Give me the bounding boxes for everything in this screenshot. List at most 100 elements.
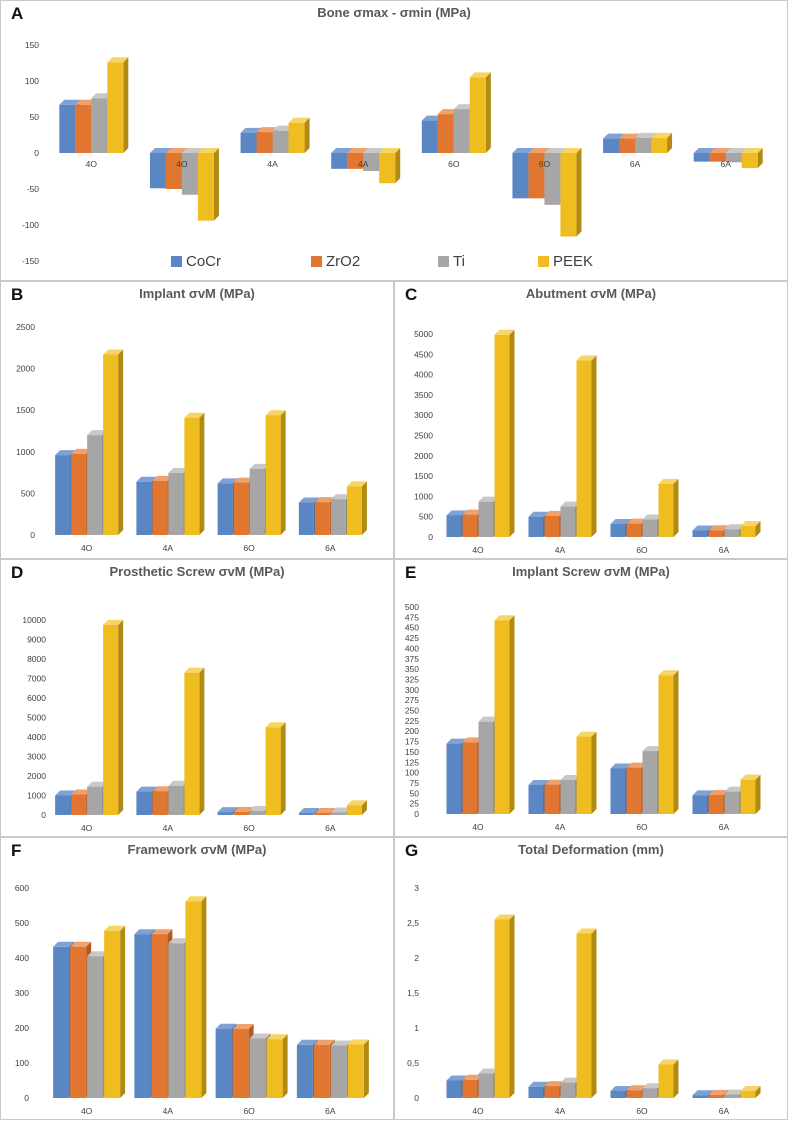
- bar-top: [693, 148, 715, 153]
- bar-front: [724, 791, 740, 814]
- bar-front: [576, 360, 592, 537]
- y-tick-label: 500: [405, 602, 419, 612]
- bar-top: [642, 514, 663, 520]
- y-tick-label: 150: [405, 747, 419, 757]
- bar-front: [740, 526, 756, 537]
- panel-label: D: [11, 563, 24, 582]
- y-tick-label: 0: [34, 148, 39, 158]
- x-category-label: 6A: [630, 159, 641, 169]
- bar-top: [692, 1090, 713, 1096]
- bar-top: [453, 104, 475, 110]
- bar-front: [168, 473, 184, 535]
- bar-front: [610, 1091, 626, 1098]
- bar-top: [152, 786, 173, 792]
- bar-front: [462, 514, 478, 537]
- bar-front: [528, 785, 544, 814]
- bar-side: [123, 57, 129, 153]
- bar-top: [478, 496, 499, 502]
- y-tick-label: 0,5: [407, 1058, 419, 1068]
- bar-front: [59, 104, 76, 153]
- bar-top: [91, 93, 113, 99]
- bar-front: [272, 130, 289, 153]
- y-tick-label: 3000: [414, 410, 433, 420]
- bar-peek-6o: [658, 478, 679, 537]
- bar-side: [213, 148, 219, 221]
- bar-peek-6a: [741, 148, 763, 169]
- bar-top: [71, 448, 92, 454]
- y-tick-label: 4500: [414, 349, 433, 359]
- bar-top: [217, 478, 238, 484]
- bar-top: [272, 125, 294, 131]
- bar-top: [528, 148, 550, 153]
- bar-front: [544, 153, 561, 205]
- bar-front: [576, 736, 592, 814]
- chart-title: Bone σmax - σmin (MPa): [317, 5, 471, 20]
- bar-top: [71, 789, 92, 795]
- bar-peek-6a: [651, 132, 673, 153]
- y-tick-label: 7000: [27, 674, 46, 684]
- y-tick-label: 200: [405, 726, 419, 736]
- bar-top: [59, 99, 81, 105]
- bar-front: [249, 468, 265, 535]
- bar-front: [53, 946, 70, 1098]
- bar-top: [725, 148, 747, 153]
- bar-side: [118, 619, 124, 815]
- bar-chart-abutment: 0 500 1000 1500 2000 2500 3000 3500 4000 4500 5000…: [414, 329, 761, 555]
- bar-top: [708, 525, 729, 531]
- bar-side: [199, 412, 205, 535]
- bar-front: [134, 934, 151, 1098]
- bar-top: [610, 763, 631, 769]
- bar-top: [560, 775, 581, 781]
- legend-label: Ti: [453, 253, 465, 270]
- bar-front: [692, 1095, 708, 1098]
- bar-peek-6o: [560, 148, 582, 237]
- x-category-label: 6A: [720, 159, 731, 169]
- bar-front: [560, 153, 577, 237]
- bar-front: [740, 779, 756, 814]
- panel-label: A: [11, 4, 24, 23]
- y-tick-label: 475: [405, 612, 419, 622]
- bar-top: [168, 780, 189, 786]
- y-tick-label: 2: [414, 953, 419, 963]
- bar-front: [215, 1028, 232, 1098]
- x-category-label: 4O: [86, 159, 98, 169]
- bar-side: [667, 132, 673, 153]
- bar-front: [298, 502, 314, 535]
- bar-front: [642, 1088, 658, 1098]
- bar-front: [603, 138, 620, 153]
- bar-front: [446, 515, 462, 537]
- bar-front: [642, 519, 658, 537]
- bar-front: [462, 1079, 478, 1098]
- bar-zro2-6o: [437, 109, 459, 153]
- bar-front: [651, 137, 668, 153]
- bar-top: [103, 619, 124, 625]
- bar-top: [512, 148, 534, 153]
- bar-top: [446, 738, 467, 744]
- bar-top: [55, 450, 76, 456]
- bar-side: [120, 925, 126, 1098]
- bar-front: [658, 1064, 674, 1098]
- bar-top: [560, 1077, 581, 1083]
- bar-front: [709, 153, 726, 162]
- legend-item-cocr: CoCr: [171, 253, 221, 270]
- y-tick-label: 3500: [414, 390, 433, 400]
- bar-front: [331, 153, 348, 169]
- bar-peek-4o: [103, 349, 124, 535]
- bar-front: [635, 137, 652, 153]
- bar-top: [265, 410, 286, 416]
- bar-top: [610, 519, 631, 525]
- bar-top: [298, 497, 319, 503]
- bar-top: [151, 929, 173, 935]
- bar-front: [87, 956, 104, 1098]
- x-category-label: 4O: [81, 1106, 93, 1116]
- chart-panel-implant-screw: E Implant Screw σvM (MPa) 0 25 50 75 100 125 1…: [394, 559, 788, 837]
- bar-top: [314, 807, 335, 813]
- bar-top: [462, 509, 483, 515]
- bar-top: [168, 468, 189, 474]
- bar-front: [560, 1082, 576, 1098]
- x-category-label: 4O: [81, 823, 93, 833]
- bar-front: [217, 483, 233, 535]
- bar-front: [136, 481, 152, 535]
- bar-top: [494, 329, 515, 335]
- bar-chart-total-deformation: 0 0,5 1 1,5 2 2,5 3 4O 4A 6O 6A: [407, 883, 761, 1116]
